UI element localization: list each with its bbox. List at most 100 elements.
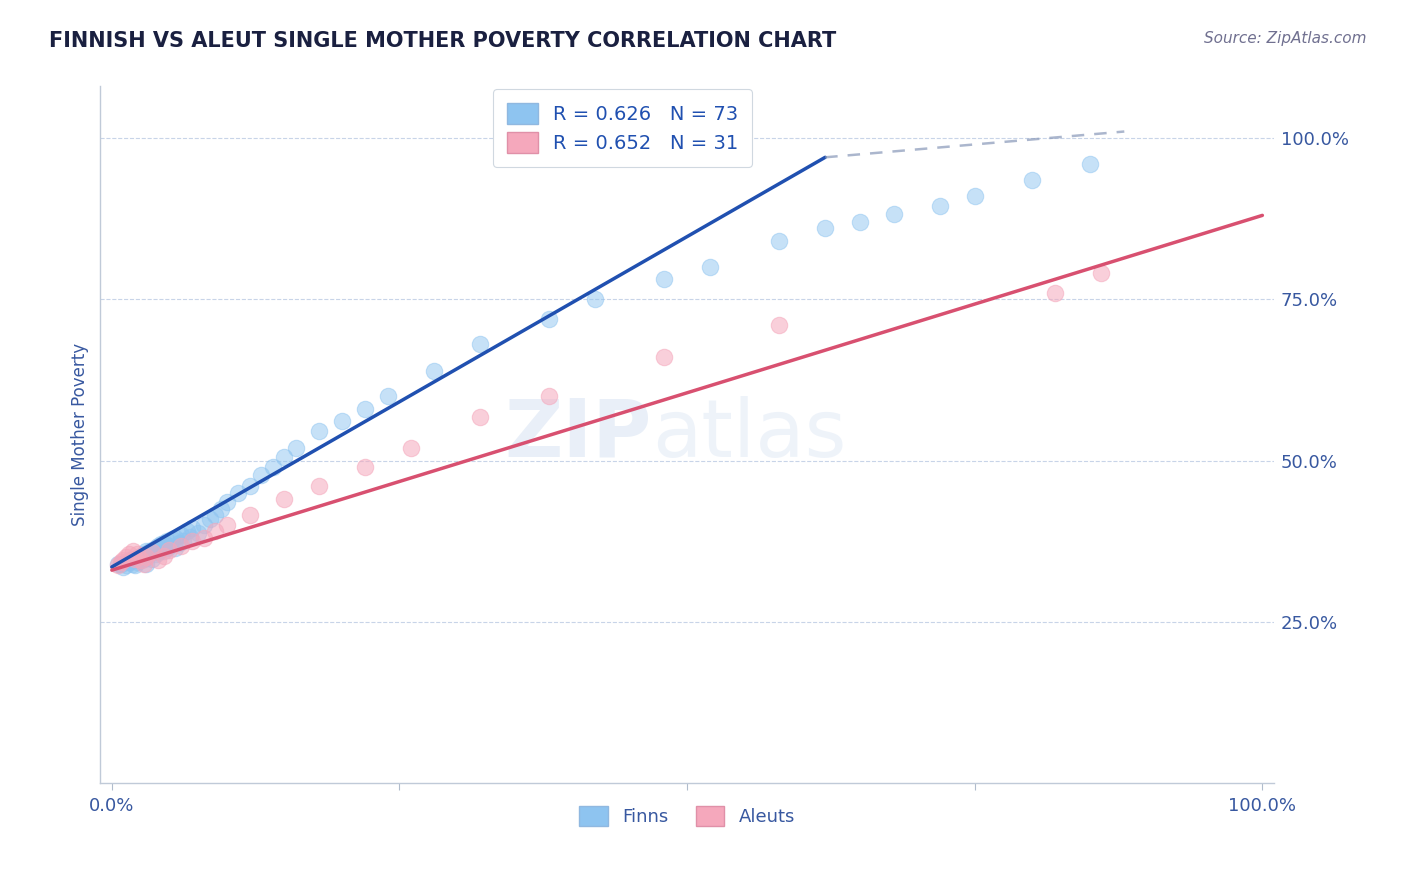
Point	[114, 558, 136, 572]
Point	[468, 409, 491, 424]
Point	[399, 441, 422, 455]
Point	[1045, 285, 1067, 300]
Point	[468, 337, 491, 351]
Text: FINNISH VS ALEUT SINGLE MOTHER POVERTY CORRELATION CHART: FINNISH VS ALEUT SINGLE MOTHER POVERTY C…	[49, 31, 837, 51]
Point	[121, 557, 143, 571]
Point	[152, 536, 174, 550]
Point	[354, 401, 377, 416]
Point	[156, 534, 179, 549]
Point	[118, 553, 141, 567]
Point	[118, 547, 141, 561]
Point	[193, 518, 215, 533]
Point	[107, 558, 129, 572]
Point	[198, 511, 221, 525]
Point	[121, 544, 143, 558]
Point	[1078, 157, 1101, 171]
Point	[107, 557, 129, 571]
Point	[156, 541, 179, 555]
Point	[127, 547, 149, 561]
Point	[138, 547, 160, 561]
Text: atlas: atlas	[652, 396, 846, 474]
Point	[273, 450, 295, 465]
Point	[135, 550, 157, 565]
Point	[152, 544, 174, 558]
Point	[145, 547, 167, 561]
Point	[768, 234, 790, 248]
Point	[699, 260, 721, 274]
Point	[110, 556, 132, 570]
Point	[129, 553, 152, 567]
Point	[124, 551, 146, 566]
Point	[814, 221, 837, 235]
Point	[377, 389, 399, 403]
Point	[262, 459, 284, 474]
Point	[124, 553, 146, 567]
Point	[152, 549, 174, 563]
Point	[1021, 173, 1043, 187]
Point	[583, 292, 606, 306]
Point	[165, 541, 187, 555]
Point	[538, 389, 561, 403]
Point	[121, 551, 143, 566]
Point	[239, 479, 262, 493]
Point	[215, 495, 238, 509]
Text: Source: ZipAtlas.com: Source: ZipAtlas.com	[1204, 31, 1367, 46]
Point	[187, 525, 209, 540]
Point	[929, 199, 952, 213]
Point	[132, 557, 155, 571]
Point	[354, 459, 377, 474]
Point	[135, 550, 157, 565]
Point	[239, 508, 262, 523]
Point	[1090, 267, 1112, 281]
Point	[181, 521, 204, 535]
Point	[127, 550, 149, 565]
Point	[176, 524, 198, 539]
Point	[273, 492, 295, 507]
Point	[141, 542, 163, 557]
Point	[204, 508, 226, 523]
Point	[114, 550, 136, 565]
Point	[129, 553, 152, 567]
Point	[284, 441, 307, 455]
Point	[652, 351, 675, 365]
Point	[118, 556, 141, 570]
Point	[193, 531, 215, 545]
Y-axis label: Single Mother Poverty: Single Mother Poverty	[72, 343, 89, 526]
Point	[308, 425, 330, 439]
Point	[179, 530, 201, 544]
Point	[181, 534, 204, 549]
Point	[330, 413, 353, 427]
Point	[141, 545, 163, 559]
Point	[167, 536, 190, 550]
Point	[149, 542, 172, 557]
Point	[883, 207, 905, 221]
Point	[204, 524, 226, 539]
Point	[250, 467, 273, 482]
Point	[110, 557, 132, 571]
Point	[160, 532, 183, 546]
Point	[135, 557, 157, 571]
Point	[112, 553, 135, 567]
Point	[139, 544, 162, 558]
Point	[150, 537, 173, 551]
Point	[146, 545, 169, 559]
Point	[848, 215, 870, 229]
Point	[423, 364, 446, 378]
Point	[157, 539, 180, 553]
Point	[146, 553, 169, 567]
Point	[768, 318, 790, 332]
Point	[157, 542, 180, 557]
Point	[145, 541, 167, 555]
Point	[165, 531, 187, 545]
Point	[124, 558, 146, 572]
Point	[141, 551, 163, 566]
Point	[112, 560, 135, 574]
Point	[132, 551, 155, 566]
Point	[135, 544, 157, 558]
Point	[146, 539, 169, 553]
Legend: Finns, Aleuts: Finns, Aleuts	[572, 799, 803, 833]
Point	[170, 527, 193, 541]
Point	[652, 271, 675, 285]
Point	[215, 518, 238, 533]
Point	[172, 534, 194, 549]
